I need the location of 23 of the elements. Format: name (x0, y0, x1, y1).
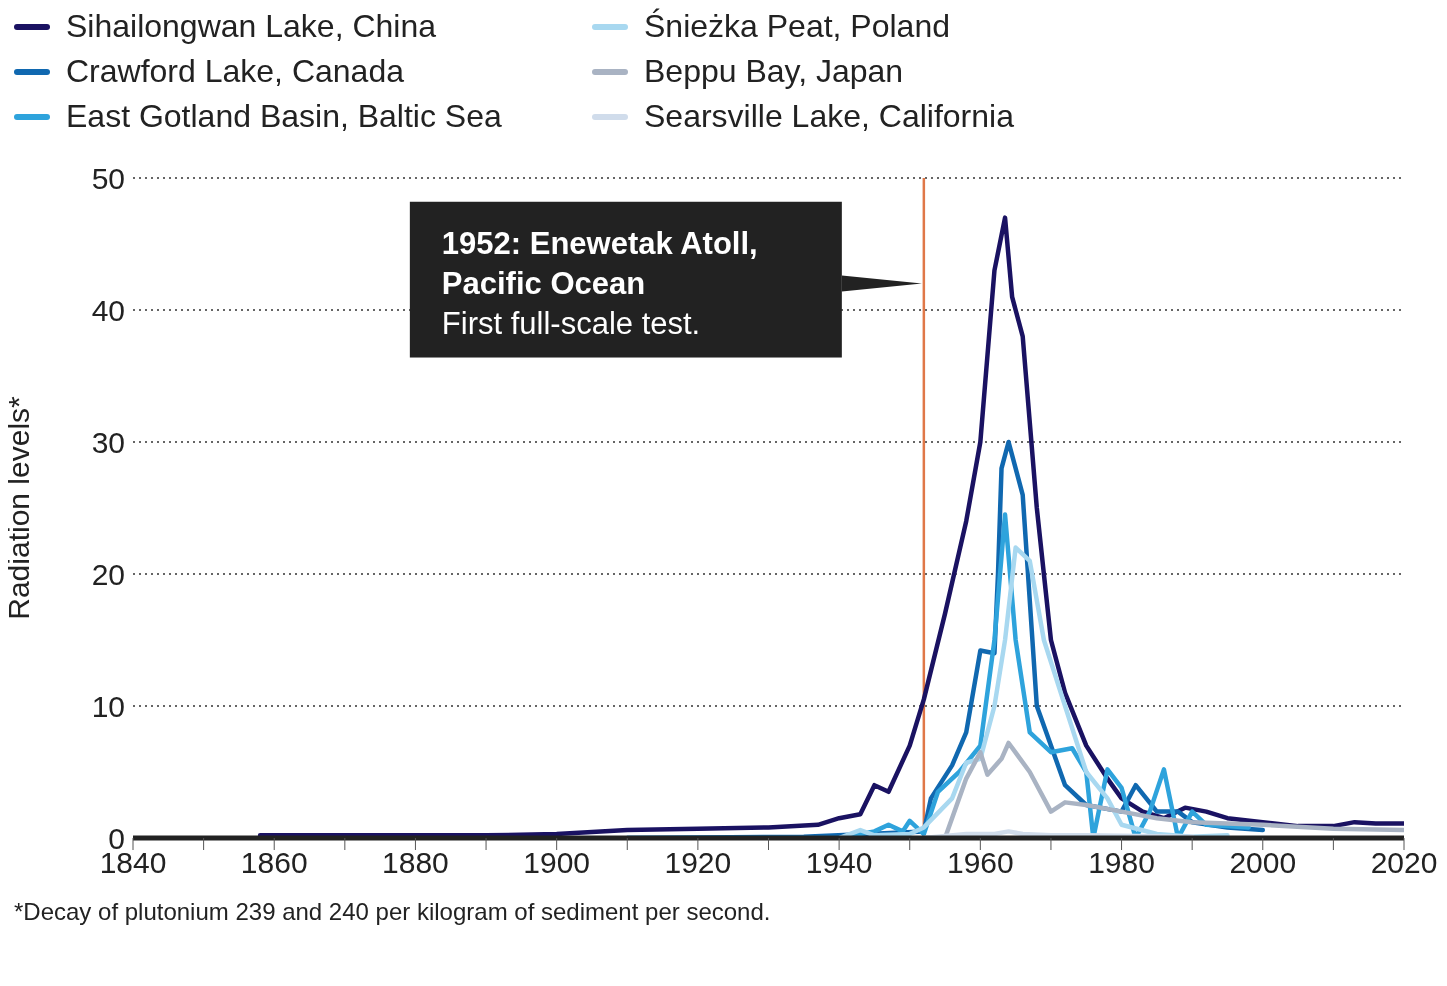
x-tick-label: 1940 (805, 846, 873, 880)
x-tick-label: 1860 (240, 846, 308, 880)
legend-label: Searsville Lake, California (644, 98, 1014, 135)
x-tick-label: 1980 (1088, 846, 1155, 880)
legend-label: Śnieżka Peat, Poland (644, 8, 950, 45)
x-tick-label: 1880 (382, 846, 449, 880)
text: *Decay of plutonium 239 and 240 per kilogram of sediment per second. (13, 898, 772, 926)
y-tick-label: 20 (91, 557, 125, 591)
legend-label: Sihailongwan Lake, China (66, 8, 437, 45)
y-tick-label: 30 (91, 425, 125, 459)
x-tick-label: 1900 (523, 846, 591, 880)
x-tick-label: 2000 (1229, 846, 1297, 880)
y-tick-label: 50 (91, 161, 125, 195)
y-tick-label: 40 (91, 293, 125, 327)
annotation: First full-scale test. (441, 305, 701, 341)
x-tick-label: 2020 (1370, 846, 1438, 880)
x-tick-label: 1920 (664, 846, 732, 880)
legend-label: East Gotland Basin, Baltic Sea (66, 98, 502, 135)
annotation: 1952: Enewetak Atoll, Pacific Ocean (441, 225, 758, 301)
y-tick-label: 10 (91, 689, 125, 723)
legend-label: Beppu Bay, Japan (644, 53, 904, 90)
x-tick-label: 1960 (946, 846, 1014, 880)
legend-label: Crawford Lake, Canada (66, 53, 404, 90)
